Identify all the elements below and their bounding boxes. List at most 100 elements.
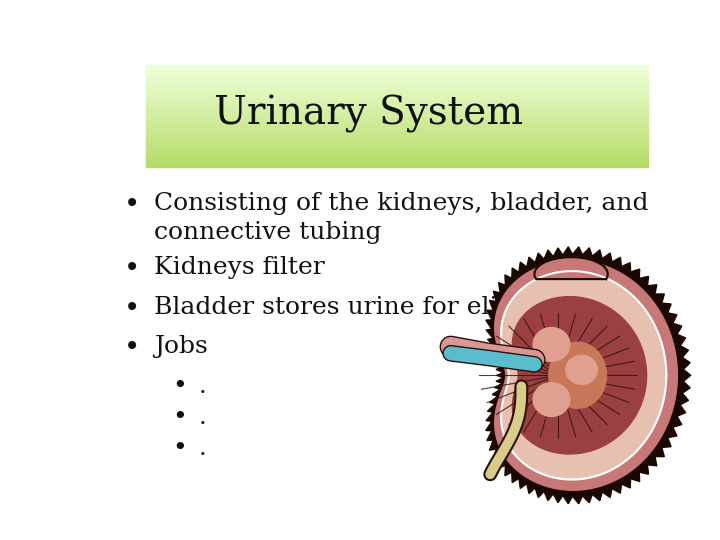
Bar (145, 159, 648, 160)
Bar (145, 151, 648, 152)
Bar (145, 89, 648, 90)
Bar (145, 124, 648, 125)
Bar (145, 87, 648, 89)
Bar (145, 77, 648, 78)
Text: •: • (124, 335, 140, 362)
Bar (145, 108, 648, 109)
Bar (145, 72, 648, 73)
Text: .: . (199, 437, 207, 460)
Bar (145, 79, 648, 80)
Bar (145, 123, 648, 124)
Bar (145, 133, 648, 134)
Bar (145, 121, 648, 122)
Bar (145, 149, 648, 150)
Bar (145, 99, 648, 100)
Bar (145, 137, 648, 138)
Bar (145, 113, 648, 114)
Bar (145, 110, 648, 111)
Text: •: • (172, 406, 186, 429)
Bar (145, 153, 648, 154)
Bar (145, 138, 648, 139)
Bar (145, 143, 648, 144)
Bar (145, 68, 648, 69)
Polygon shape (495, 260, 678, 490)
Bar (145, 117, 648, 118)
Text: •: • (172, 375, 186, 397)
Bar (145, 115, 648, 116)
Bar (145, 75, 648, 76)
Bar (145, 122, 648, 123)
Bar (145, 112, 648, 113)
Bar (145, 120, 648, 121)
Bar (145, 158, 648, 159)
Bar (145, 102, 648, 103)
Text: Bladder stores urine for elimination: Bladder stores urine for elimination (154, 295, 610, 319)
Text: •: • (124, 295, 140, 322)
Bar (145, 70, 648, 71)
Bar (145, 126, 648, 127)
Bar (145, 132, 648, 133)
Bar (145, 85, 648, 86)
Bar (145, 129, 648, 130)
Bar (145, 94, 648, 96)
Bar (145, 106, 648, 107)
Text: Jobs: Jobs (154, 335, 208, 358)
Bar (145, 140, 648, 141)
Text: •: • (124, 256, 140, 283)
Bar (145, 125, 648, 126)
Polygon shape (549, 342, 606, 408)
Bar (145, 164, 648, 165)
Polygon shape (533, 328, 570, 361)
Text: Consisting of the kidneys, bladder, and
connective tubing: Consisting of the kidneys, bladder, and … (154, 192, 649, 244)
Bar (145, 136, 648, 137)
Bar (145, 83, 648, 84)
Bar (145, 100, 648, 102)
Bar (145, 157, 648, 158)
Bar (145, 135, 648, 136)
Bar (145, 109, 648, 110)
Bar (145, 142, 648, 143)
Bar (145, 92, 648, 93)
Text: Urinary System: Urinary System (215, 94, 523, 133)
Bar (145, 114, 648, 115)
Bar (145, 73, 648, 74)
Polygon shape (513, 296, 647, 454)
Bar (145, 76, 648, 77)
Bar (145, 81, 648, 82)
Bar (145, 147, 648, 148)
Bar (145, 116, 648, 117)
Bar (145, 141, 648, 142)
Bar (145, 74, 648, 75)
Bar (145, 163, 648, 164)
Polygon shape (501, 271, 666, 480)
Bar (145, 111, 648, 112)
Polygon shape (533, 382, 570, 416)
Bar (145, 104, 648, 105)
Bar (145, 119, 648, 120)
Bar (145, 118, 648, 119)
Text: Kidneys filter: Kidneys filter (154, 256, 325, 279)
Bar (145, 152, 648, 153)
Bar (145, 69, 648, 70)
Bar (145, 103, 648, 104)
Bar (145, 134, 648, 135)
Bar (145, 139, 648, 140)
Text: .: . (199, 375, 207, 397)
Bar (145, 86, 648, 87)
Bar (145, 165, 648, 166)
Bar (145, 127, 648, 129)
Bar (145, 65, 648, 66)
Text: .: . (199, 406, 207, 429)
Bar (145, 150, 648, 151)
Bar (145, 98, 648, 99)
Bar (145, 148, 648, 149)
Bar (145, 154, 648, 155)
Polygon shape (534, 257, 608, 279)
Bar (145, 145, 648, 146)
Bar (145, 155, 648, 156)
Bar (145, 131, 648, 132)
Bar (145, 156, 648, 157)
Bar (145, 161, 648, 163)
Bar (145, 80, 648, 81)
Bar (145, 78, 648, 79)
